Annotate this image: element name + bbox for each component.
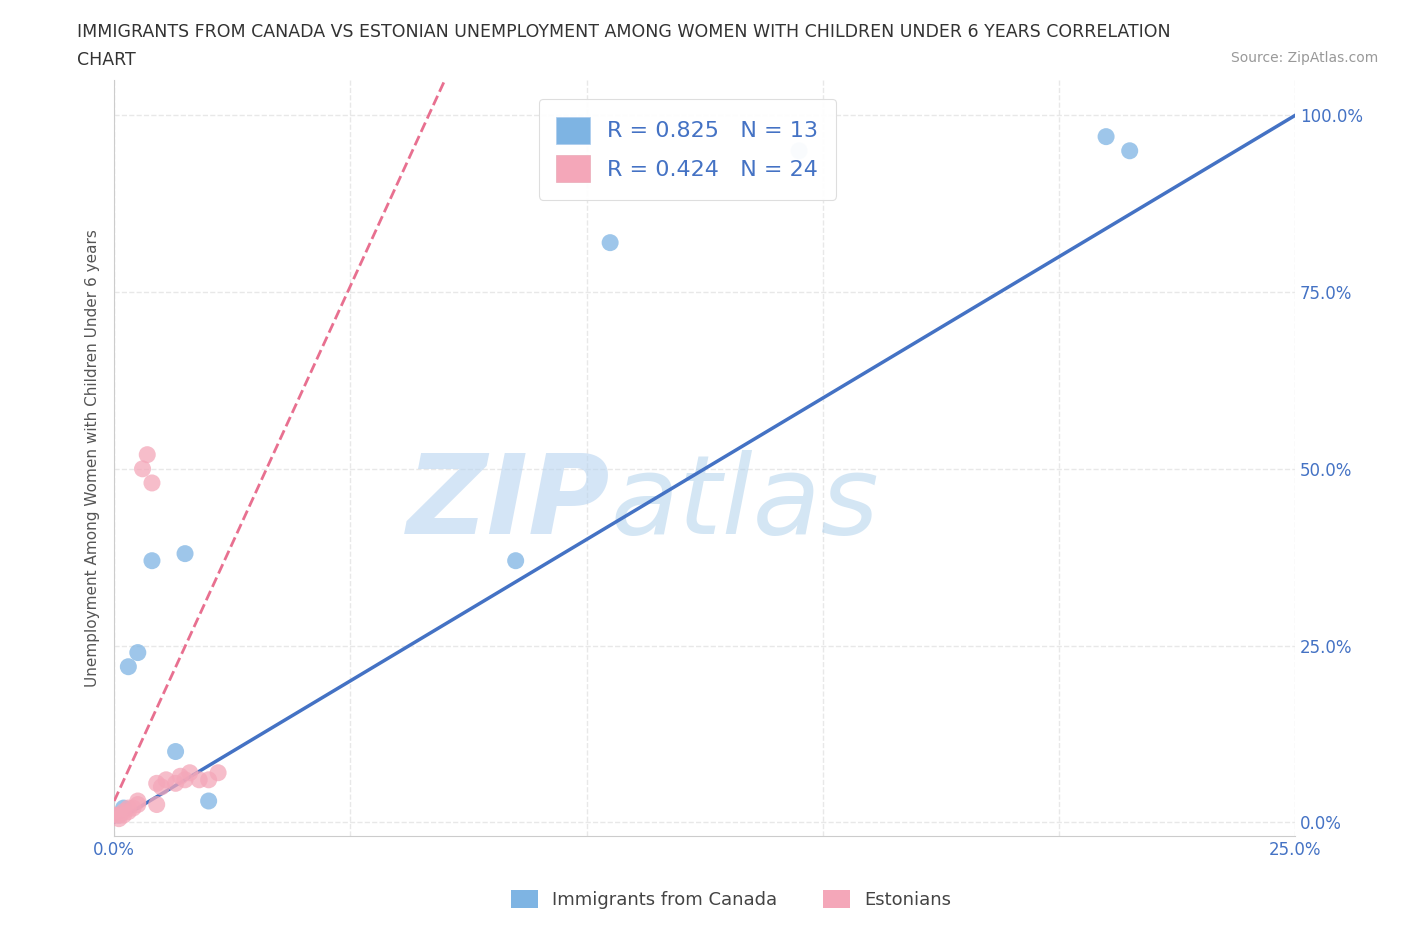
Text: CHART: CHART <box>77 51 136 69</box>
Point <box>117 659 139 674</box>
Point <box>1095 129 1118 144</box>
Text: IMMIGRANTS FROM CANADA VS ESTONIAN UNEMPLOYMENT AMONG WOMEN WITH CHILDREN UNDER : IMMIGRANTS FROM CANADA VS ESTONIAN UNEMP… <box>77 23 1171 41</box>
Point <box>141 553 163 568</box>
Point <box>197 772 219 787</box>
Point <box>145 797 167 812</box>
Legend: R = 0.825   N = 13, R = 0.424   N = 24: R = 0.825 N = 13, R = 0.424 N = 24 <box>538 99 837 200</box>
Point <box>150 779 173 794</box>
Text: Source: ZipAtlas.com: Source: ZipAtlas.com <box>1230 51 1378 65</box>
Point <box>127 797 149 812</box>
Y-axis label: Unemployment Among Women with Children Under 6 years: Unemployment Among Women with Children U… <box>86 230 100 687</box>
Point <box>505 553 527 568</box>
Point <box>141 475 163 490</box>
Point <box>174 546 197 561</box>
Point <box>179 765 201 780</box>
Text: ZIP: ZIP <box>406 450 610 557</box>
Point <box>145 776 167 790</box>
Point <box>599 235 621 250</box>
Point <box>165 776 187 790</box>
Point <box>197 793 219 808</box>
Point <box>787 143 810 158</box>
Point <box>108 807 131 822</box>
Point <box>117 804 139 819</box>
Point <box>108 811 131 826</box>
Point <box>169 769 191 784</box>
Point <box>155 772 177 787</box>
Point <box>127 645 149 660</box>
Point <box>112 804 135 819</box>
Point <box>1118 143 1140 158</box>
Point <box>127 793 149 808</box>
Point <box>136 447 159 462</box>
Point <box>108 807 131 822</box>
Point <box>188 772 211 787</box>
Text: atlas: atlas <box>610 450 879 557</box>
Legend: Immigrants from Canada, Estonians: Immigrants from Canada, Estonians <box>503 883 959 916</box>
Point <box>174 772 197 787</box>
Point <box>122 801 145 816</box>
Point <box>131 461 153 476</box>
Point <box>112 801 135 816</box>
Point <box>112 807 135 822</box>
Point <box>165 744 187 759</box>
Point <box>103 807 125 822</box>
Point <box>207 765 229 780</box>
Point <box>117 801 139 816</box>
